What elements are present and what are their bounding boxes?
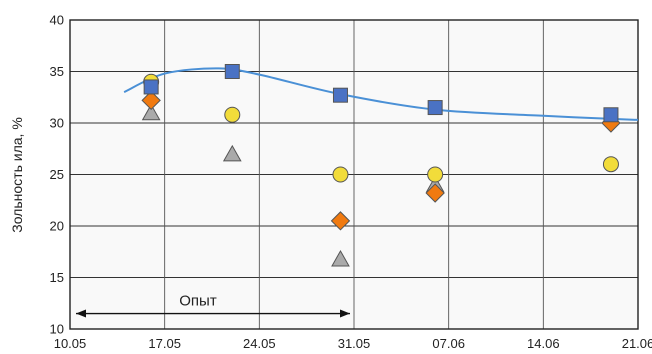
- y-tick-label: 15: [50, 270, 64, 285]
- experiment-annotation: Опыт: [76, 291, 350, 318]
- y-axis-label: Зольность ила, %: [9, 117, 25, 233]
- annotation-label-bg: [170, 291, 226, 310]
- diamond-point: [330, 211, 351, 231]
- triangle-point: [222, 144, 242, 162]
- y-tick-label: 25: [50, 167, 64, 182]
- trend-line: [123, 67, 639, 121]
- annotation-label: Опыт: [179, 293, 217, 310]
- square-point: [143, 79, 159, 95]
- x-tick-label: 17.05: [148, 336, 181, 351]
- triangle-point: [141, 103, 161, 121]
- x-tick-label: 14.06: [527, 336, 560, 351]
- annotation-arrowhead-left: [76, 309, 86, 318]
- plot-frame: [69, 19, 639, 330]
- diamond-point: [141, 90, 161, 111]
- diamond-point: [425, 183, 445, 203]
- x-tick-label: 07.06: [432, 336, 465, 351]
- trendline: [123, 67, 639, 121]
- annotation-arrowhead-right: [340, 309, 350, 318]
- circle-point: [224, 106, 241, 123]
- y-tick-label: 30: [50, 116, 64, 131]
- y-tick-label: 40: [50, 13, 64, 28]
- x-tick-label: 31.05: [338, 336, 371, 351]
- axes: 10 15 20 25 30 35 40 10.05 17.05 24.05 31.05 07.06 1…: [50, 13, 652, 352]
- circle-point: [427, 166, 444, 183]
- square-point: [603, 107, 619, 123]
- x-tick-label: 10.05: [54, 336, 87, 351]
- square-point: [224, 64, 240, 79]
- triangle-point: [331, 249, 350, 267]
- square-point: [332, 87, 348, 103]
- x-tick-label: 24.05: [243, 336, 276, 351]
- y-tick-label: 20: [50, 219, 64, 234]
- x-tick-label: 21.06: [622, 336, 652, 351]
- data-points: [141, 64, 621, 267]
- y-tick-label: 10: [50, 322, 64, 337]
- circle-point: [602, 156, 619, 173]
- y-tick-label: 35: [50, 64, 64, 79]
- square-point: [427, 100, 443, 116]
- circle-point: [332, 166, 349, 183]
